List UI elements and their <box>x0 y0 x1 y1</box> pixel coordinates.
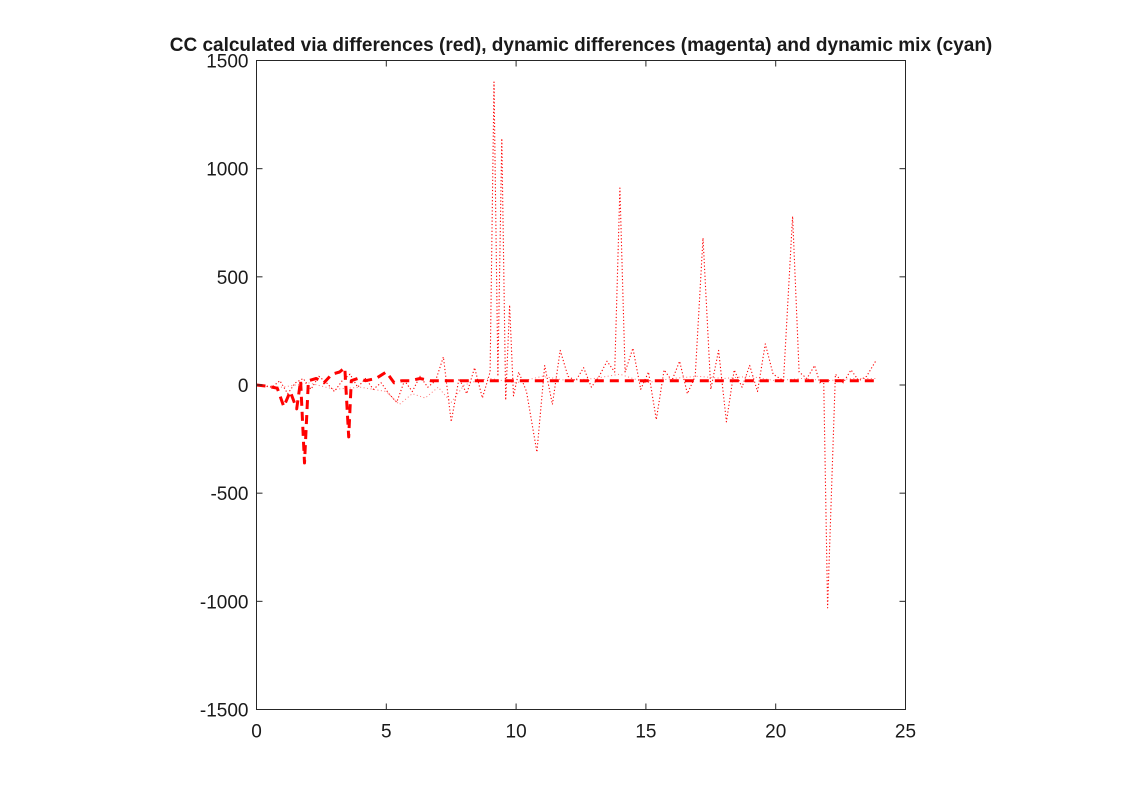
y-tick-label: 0 <box>238 376 249 397</box>
series-line-1 <box>256 81 877 609</box>
series-line-2 <box>256 366 876 465</box>
x-tick-label: 15 <box>635 722 656 743</box>
y-tick-label: -1000 <box>200 592 249 613</box>
y-tick-label: -1500 <box>200 701 249 722</box>
y-tick-label: 1000 <box>206 160 248 181</box>
x-tick-label: 5 <box>381 722 392 743</box>
axis-ticks: 0 5 10 15 20 25 -1500 -1000 -500 0 500 1000 1500 <box>200 52 916 743</box>
x-tick-label: 25 <box>895 722 916 743</box>
x-tick-label: 10 <box>506 722 527 743</box>
plot-area <box>256 81 877 609</box>
x-tick-label: 0 <box>251 722 262 743</box>
x-tick-label: 20 <box>765 722 786 743</box>
chart-title: CC calculated via differences (red), dyn… <box>170 35 993 56</box>
axes-frame <box>256 60 906 710</box>
y-tick-label: -500 <box>210 484 248 505</box>
y-tick-label: 500 <box>217 268 249 289</box>
y-tick-label: 1500 <box>206 52 248 73</box>
series-line-3 <box>256 373 876 405</box>
